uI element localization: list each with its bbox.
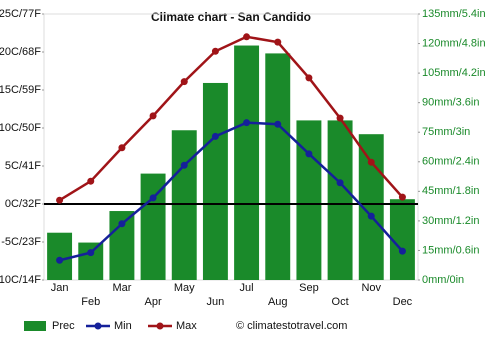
- y2-tick-label: 15mm/0.6in: [422, 244, 479, 256]
- legend-label: Min: [114, 320, 132, 332]
- y2-tick-label: 30mm/1.2in: [422, 215, 479, 227]
- point: [274, 120, 282, 128]
- bar: [234, 45, 260, 280]
- plot-frame: [43, 13, 419, 281]
- point: [243, 119, 251, 127]
- point: [87, 249, 95, 257]
- x-tick-label: Feb: [81, 296, 100, 308]
- y2-tick-label: 60mm/2.4in: [422, 156, 479, 168]
- point: [180, 161, 188, 169]
- x-tick-label: Jun: [207, 296, 225, 308]
- point: [367, 212, 375, 220]
- point: [336, 114, 344, 122]
- point: [118, 220, 126, 228]
- point: [305, 150, 313, 158]
- x-tick-label: Oct: [332, 296, 349, 308]
- y2-tick-label: 120mm/4.8in: [422, 37, 486, 49]
- legend-label: Max: [176, 320, 197, 332]
- bar: [389, 199, 415, 280]
- point: [336, 179, 344, 187]
- point: [274, 38, 282, 46]
- point: [211, 132, 219, 140]
- point: [180, 78, 188, 86]
- y2-tick-label: 0mm/0in: [422, 274, 464, 286]
- y-tick-label: 25C/77F: [0, 8, 41, 20]
- y2-tick-label: 90mm/3.6in: [422, 97, 479, 109]
- bar: [140, 173, 166, 280]
- bar: [202, 82, 228, 281]
- x-tick-label: Mar: [112, 282, 131, 294]
- y-tick-label: -10C/14F: [0, 274, 41, 286]
- y-tick-label: 20C/68F: [0, 46, 41, 58]
- point: [118, 144, 126, 152]
- line: [58, 35, 404, 202]
- legend-swatch: [156, 322, 164, 330]
- point: [305, 74, 313, 82]
- x-tick-label: Sep: [299, 282, 319, 294]
- point: [367, 158, 375, 166]
- legend-swatch: [24, 321, 46, 331]
- y-tick-label: 15C/59F: [0, 84, 41, 96]
- x-tick-label: Jan: [51, 282, 69, 294]
- x-tick-label: Nov: [361, 282, 381, 294]
- y2-tick-label: 135mm/5.4in: [422, 8, 486, 20]
- bar: [265, 53, 291, 280]
- point: [149, 112, 157, 120]
- y-tick-label: 0C/32F: [5, 198, 41, 210]
- x-tick-label: Dec: [393, 296, 413, 308]
- point: [149, 194, 157, 202]
- point: [243, 33, 251, 41]
- line: [59, 121, 404, 262]
- legend-swatch: [94, 322, 102, 330]
- legend-label: Prec: [52, 320, 75, 332]
- x-tick-label: May: [174, 282, 195, 294]
- point: [398, 247, 406, 255]
- y-tick-label: 5C/41F: [5, 160, 41, 172]
- bar: [171, 130, 197, 280]
- credit: © climatestotravel.com: [236, 320, 347, 332]
- x-tick-label: Jul: [240, 282, 254, 294]
- bar: [327, 120, 353, 281]
- point: [56, 256, 64, 264]
- point: [56, 196, 64, 204]
- point: [87, 177, 95, 185]
- point: [211, 47, 219, 55]
- y2-tick-label: 75mm/3in: [422, 126, 470, 138]
- y2-tick-label: 105mm/4.2in: [422, 67, 486, 79]
- x-tick-label: Aug: [268, 296, 288, 308]
- bar: [78, 242, 104, 280]
- y2-tick-label: 45mm/1.8in: [422, 185, 479, 197]
- y-tick-label: -5C/23F: [1, 236, 41, 248]
- y-tick-label: 10C/50F: [0, 122, 41, 134]
- point: [398, 193, 406, 201]
- bar: [47, 232, 73, 280]
- x-tick-label: Apr: [145, 296, 162, 308]
- chart-title: Climate chart - San Candido: [151, 10, 311, 24]
